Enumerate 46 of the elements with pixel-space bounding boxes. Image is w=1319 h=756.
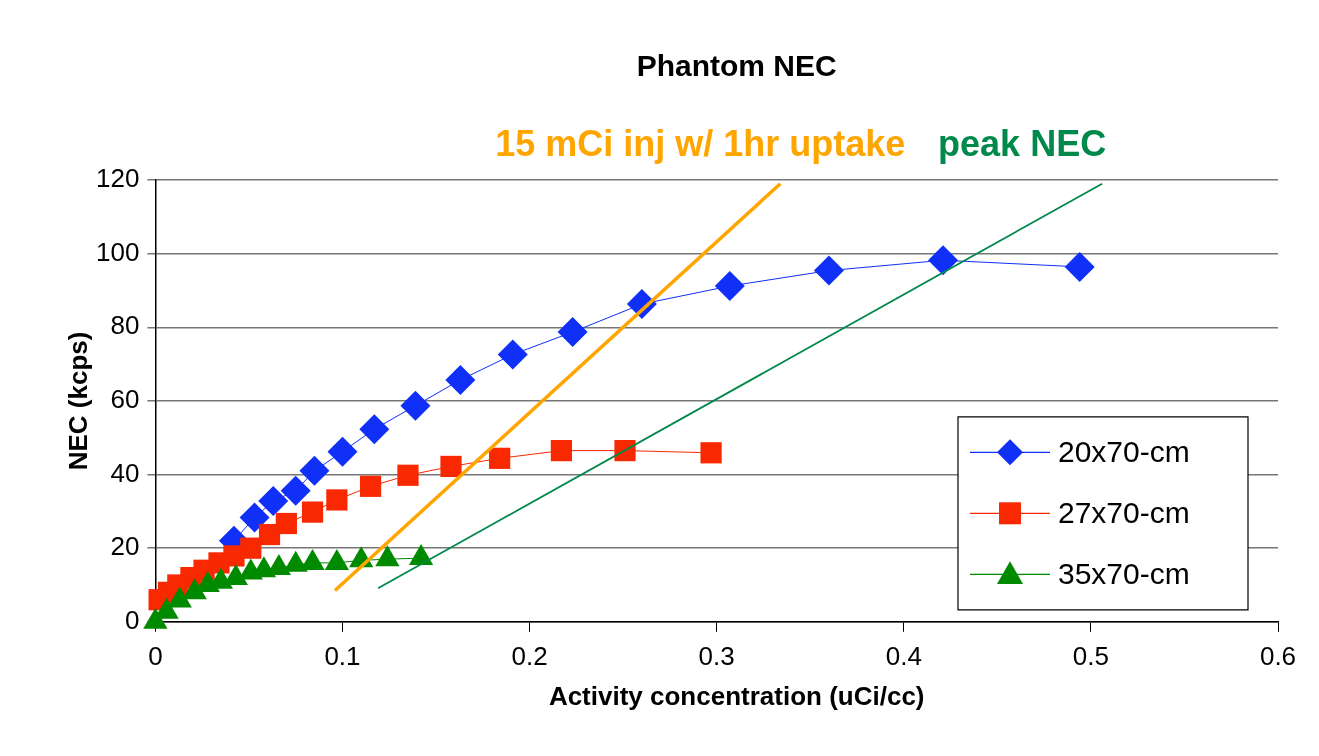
legend-label: 20x70-cm — [1058, 434, 1190, 468]
point — [445, 364, 476, 395]
text: 15 mCi inj w/ 1hr uptake — [495, 122, 906, 164]
y-axis-title: NEC (kcps) — [63, 331, 94, 471]
point — [280, 475, 311, 506]
x-tick-label: 0.1 — [324, 640, 361, 671]
point — [359, 414, 390, 445]
y-tick-label: 100 — [95, 236, 140, 267]
x-tick-label: 0.2 — [511, 640, 548, 671]
x-tick-label: 0 — [148, 640, 163, 671]
chart-title: Phantom NEC — [636, 49, 837, 83]
series-label: peak NEC — [938, 122, 1107, 164]
point — [928, 245, 959, 276]
x-tick-label: 0.5 — [1072, 640, 1109, 671]
point — [239, 502, 270, 533]
y-tick-label: 20 — [110, 531, 140, 562]
point — [489, 447, 511, 469]
point — [327, 436, 358, 467]
point — [258, 486, 289, 517]
point — [359, 475, 382, 497]
point — [397, 464, 419, 486]
point — [714, 271, 745, 302]
x-tick-label: 0.3 — [698, 640, 735, 671]
point — [557, 317, 588, 348]
y-tick-label: 60 — [110, 384, 140, 415]
y-tick-label: 80 — [110, 310, 140, 341]
y-tick-label: 120 — [95, 163, 140, 194]
point — [326, 489, 348, 511]
legend-label: 35x70-cm — [1058, 556, 1190, 590]
y-tick-label: 0 — [124, 604, 140, 635]
point — [275, 512, 297, 535]
point — [700, 442, 722, 464]
x-tick-label: 0.6 — [1259, 640, 1297, 671]
y-tick-label: 40 — [110, 457, 140, 488]
x-tick-label: 0.4 — [885, 640, 922, 671]
point — [550, 440, 572, 462]
point — [240, 537, 262, 559]
x-axis-title: Activity concentration (uCi/cc) — [548, 681, 925, 712]
point — [301, 501, 324, 523]
point — [440, 455, 462, 478]
point — [497, 339, 528, 370]
point — [400, 390, 431, 421]
point — [813, 255, 844, 286]
point — [1064, 251, 1095, 282]
legend-label: 27x70-cm — [1058, 495, 1190, 529]
point — [299, 455, 330, 486]
